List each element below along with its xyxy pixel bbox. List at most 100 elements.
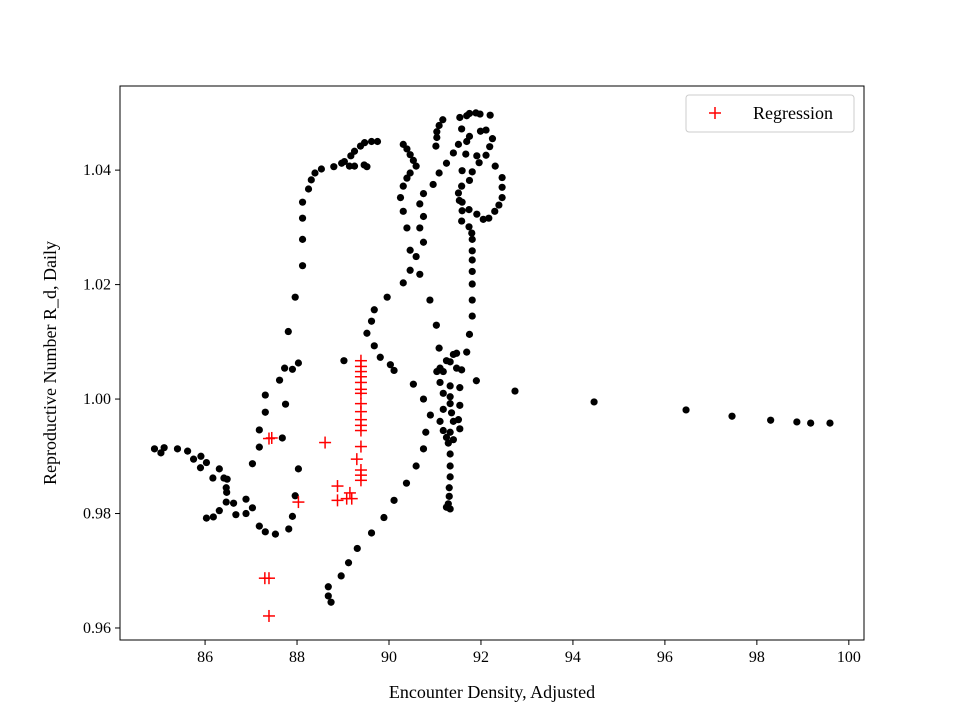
- data-point: [242, 509, 250, 518]
- data-point: [399, 182, 407, 190]
- data-point: [399, 207, 407, 215]
- data-point: [454, 140, 463, 148]
- data-point: [432, 321, 440, 329]
- data-point: [439, 367, 447, 376]
- data-point: [826, 419, 834, 427]
- data-point: [465, 132, 474, 140]
- data-point: [439, 426, 447, 435]
- data-point: [284, 327, 292, 336]
- data-point: [419, 238, 428, 246]
- data-point: [291, 293, 299, 301]
- data-point: [458, 366, 466, 374]
- data-point: [324, 583, 332, 591]
- data-point: [202, 514, 211, 522]
- data-point: [271, 530, 280, 538]
- data-point: [416, 224, 424, 232]
- data-point: [793, 418, 801, 426]
- data-point: [473, 210, 481, 218]
- data-point: [373, 137, 382, 146]
- data-point: [446, 505, 454, 513]
- x-tick-label: 100: [837, 649, 861, 666]
- regression-point: [292, 496, 305, 509]
- data-point: [472, 377, 480, 385]
- data-point: [390, 366, 398, 375]
- data-point: [307, 176, 315, 184]
- data-point: [275, 376, 284, 384]
- y-tick-label: 0.98: [83, 506, 111, 523]
- data-point: [370, 306, 378, 314]
- data-point: [361, 139, 369, 147]
- data-point: [298, 198, 307, 206]
- data-point: [367, 529, 376, 537]
- data-point: [491, 162, 499, 170]
- data-point: [160, 444, 168, 452]
- y-tick-label: 0.96: [83, 620, 111, 637]
- data-point: [435, 169, 443, 177]
- data-point: [209, 513, 217, 521]
- data-point: [419, 395, 428, 403]
- data-point: [223, 488, 231, 496]
- regression-point: [343, 486, 356, 499]
- data-point: [419, 189, 428, 198]
- data-point: [446, 393, 454, 401]
- data-point: [465, 206, 473, 214]
- plot-marks: [150, 109, 834, 622]
- data-point: [456, 425, 464, 433]
- y-axis-label: Reproductive Number R_d, Daily: [40, 241, 60, 485]
- regression-point: [354, 474, 367, 487]
- data-point: [436, 378, 444, 387]
- data-point: [376, 353, 384, 361]
- data-point: [446, 473, 454, 481]
- data-point: [255, 522, 263, 530]
- data-point: [419, 445, 428, 453]
- data-point: [416, 270, 424, 278]
- data-point: [468, 247, 476, 255]
- axis-ticks: 86 88 90 92 94 96 98 100 0.96 0.98 1.00 1.02 1.04: [83, 162, 861, 666]
- data-point: [422, 428, 430, 436]
- data-point: [367, 137, 376, 146]
- data-point: [406, 246, 414, 254]
- data-point: [479, 215, 487, 223]
- data-point: [442, 159, 451, 167]
- data-point: [476, 127, 485, 135]
- data-point: [353, 544, 361, 553]
- data-point: [486, 111, 494, 119]
- data-point: [311, 169, 319, 177]
- data-point: [446, 382, 454, 390]
- data-point: [436, 417, 444, 425]
- data-point: [807, 419, 815, 427]
- data-point: [390, 496, 398, 504]
- data-point: [458, 182, 466, 190]
- data-point: [444, 439, 452, 447]
- data-point: [402, 479, 411, 487]
- data-point: [344, 559, 353, 567]
- data-point: [419, 212, 428, 221]
- data-point: [482, 126, 490, 134]
- data-point: [454, 189, 463, 197]
- data-point: [157, 449, 165, 457]
- data-point: [403, 224, 411, 232]
- data-point: [488, 135, 497, 143]
- legend-label-regression: Regression: [753, 103, 833, 123]
- data-point: [433, 367, 441, 376]
- data-point: [242, 495, 250, 503]
- data-point: [215, 465, 223, 473]
- data-point: [475, 159, 483, 167]
- data-point: [327, 598, 335, 606]
- data-point: [215, 507, 223, 515]
- data-point: [473, 152, 481, 160]
- data-point: [445, 484, 453, 492]
- data-point: [682, 406, 690, 414]
- data-point: [294, 359, 303, 367]
- data-point: [197, 452, 205, 460]
- data-point: [445, 492, 453, 500]
- data-point: [350, 147, 359, 155]
- data-point: [412, 462, 420, 470]
- regression-point: [345, 492, 358, 505]
- data-point: [426, 296, 434, 304]
- data-point: [439, 116, 447, 124]
- data-point: [383, 293, 391, 301]
- regression-point: [331, 494, 344, 507]
- x-axis-label: Encounter Density, Adjusted: [389, 682, 595, 702]
